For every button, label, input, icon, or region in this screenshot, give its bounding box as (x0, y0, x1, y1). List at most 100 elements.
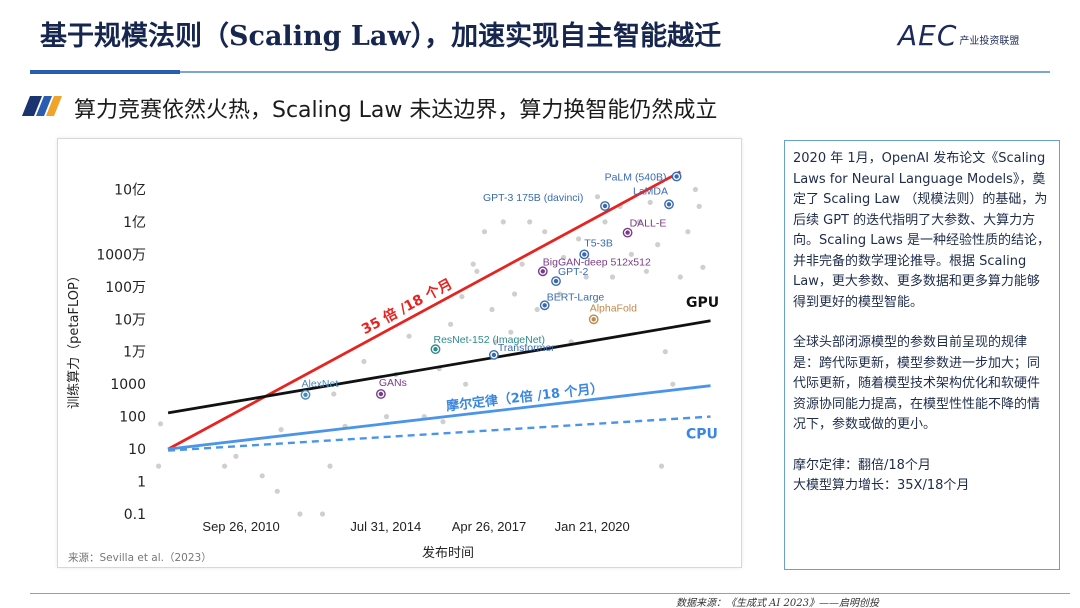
model-label: LaMDA (633, 185, 668, 197)
explanation-paragraph-2: 全球头部闭源模型的参数目前呈现的规律是：跨代际更新，模型参数进一步加大；同代际更… (793, 335, 1041, 432)
background-point (643, 268, 650, 274)
background-point (561, 254, 567, 261)
y-tick-label: 10 (128, 442, 146, 458)
x-tick-label: Jan 21, 2020 (555, 519, 630, 534)
model-label: PaLM (540B) (605, 172, 667, 184)
logo-text: 产业投资联盟 (959, 36, 1020, 47)
trend-line (168, 415, 711, 452)
growth-notes: 摩尔定律：翻倍/18个月 大模型算力增长：35X/18个月 (793, 456, 1051, 496)
background-point (327, 463, 333, 469)
model-point-core (582, 252, 587, 257)
model-point-core (303, 392, 308, 397)
background-point (512, 291, 518, 297)
model-label: BERT-Large (547, 291, 605, 303)
background-point (406, 333, 412, 339)
background-point (440, 419, 446, 425)
header-divider-accent (30, 70, 180, 74)
model-label: ResNet-152 (ImageNet) (434, 334, 545, 346)
background-point (459, 294, 465, 300)
background-point (670, 381, 676, 387)
background-point (685, 229, 691, 235)
model-label: AlphaFold (590, 302, 637, 314)
chart-source: 来源：Sevilla et al.（2023） (68, 551, 212, 564)
background-point (527, 219, 533, 225)
y-tick-label: 1亿 (123, 215, 146, 231)
background-point (489, 306, 495, 313)
model-label: GPT-3 175B (davinci) (483, 192, 583, 204)
background-point (662, 349, 668, 355)
background-point (602, 219, 608, 225)
background-point (508, 329, 514, 335)
background-point (692, 186, 699, 193)
model-label: Transformer (498, 342, 555, 354)
model-point-core (602, 203, 608, 209)
model-point-core (625, 230, 630, 235)
background-point (259, 473, 265, 479)
footer-source: 数据来源：《生成式 AI 2023》——启明创投 (676, 598, 879, 608)
y-tick-label: 1万 (123, 345, 146, 361)
y-tick-label: 10万 (114, 312, 146, 328)
background-point (222, 463, 228, 469)
background-point (576, 236, 582, 242)
y-tick-label: 10亿 (114, 183, 146, 199)
background-point (361, 358, 367, 365)
header-divider (30, 71, 1050, 73)
background-point (647, 199, 653, 205)
model-point-core (433, 347, 438, 352)
background-point (278, 427, 284, 433)
compute-chart: 35 倍 /18 个月 GPU 摩尔定律（2倍 /18 个月） CPU AlexNet G… (57, 138, 742, 568)
model-compute-note: 大模型算力增长：35X/18个月 (793, 477, 970, 493)
background-point (534, 306, 540, 313)
background-point (297, 511, 303, 517)
background-point (542, 229, 548, 235)
background-point (493, 339, 499, 345)
background-point (609, 274, 616, 280)
page-title: 基于规模法则（Scaling Law），加速实现自主智能越迁 (40, 21, 722, 52)
background-point (274, 488, 280, 494)
y-tick-label: 1000 (110, 377, 146, 393)
background-point (696, 203, 702, 209)
moore-law-note: 摩尔定律：翻倍/18个月 (793, 457, 931, 473)
background-point (448, 321, 454, 327)
background-point (583, 274, 589, 280)
model-point-core (674, 174, 679, 179)
background-point (655, 242, 661, 248)
background-point (519, 261, 525, 267)
background-point (700, 264, 706, 270)
x-tick-label: Sep 26, 2010 (202, 519, 279, 534)
model-point-core (542, 303, 547, 308)
trend-line (167, 384, 711, 451)
background-point (636, 219, 642, 225)
background-point (383, 414, 390, 420)
stripes-icon (22, 96, 62, 116)
model-point-core (553, 278, 559, 284)
model-label: GPT-2 (558, 266, 589, 278)
explanation-paragraph-1: 2020 年 1月，OpenAI 发布论文《Scaling Laws for N… (793, 151, 1050, 310)
x-axis-title: 发布时间 (422, 545, 474, 561)
model-label: T5-3B (584, 237, 613, 249)
model-point-core (491, 352, 497, 358)
model-label: BigGAN-deep 512x512 (543, 256, 651, 268)
y-tick-label: 1 (137, 475, 146, 491)
background-point (677, 274, 683, 280)
y-tick-label: 100 (119, 410, 146, 426)
model-point-core (540, 269, 545, 274)
background-point (474, 268, 480, 274)
model-label: GANs (379, 377, 407, 389)
background-point (500, 219, 506, 225)
trend-line (167, 170, 681, 451)
trend-label-gpu: GPU (686, 295, 719, 311)
model-label: DALL-E (630, 218, 667, 230)
explanation-panel: 2020 年 1月，OpenAI 发布论文《Scaling Laws for N… (784, 140, 1060, 570)
subtitle: 算力竞赛依然火热，Scaling Law 未达边界，算力换智能仍然成立 (74, 98, 718, 123)
y-axis-title: 训练算力（petaFLOP） (67, 269, 82, 409)
aec-logo: AEC 产业投资联盟 (898, 22, 1019, 50)
background-point (470, 261, 476, 267)
x-tick-label: Jul 31, 2014 (350, 519, 421, 534)
model-label: AlexNet (302, 378, 339, 390)
trend-label-cpu: CPU (686, 427, 718, 443)
background-point (157, 421, 164, 427)
y-tick-label: 100万 (105, 280, 146, 296)
background-point (658, 463, 665, 469)
